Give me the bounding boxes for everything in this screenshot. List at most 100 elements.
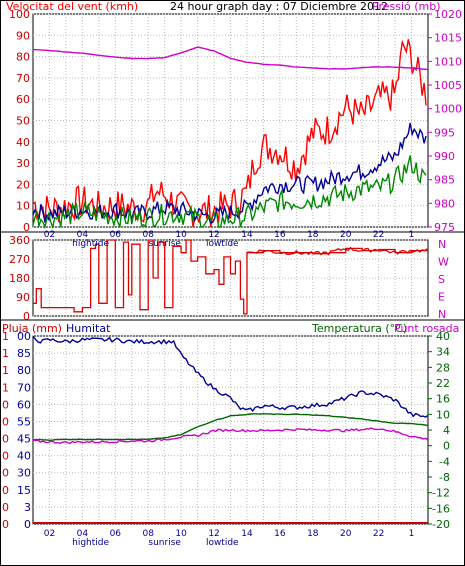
x-tick-label: 08 bbox=[142, 230, 154, 240]
temperature-axis-title: Temperatura (°C) bbox=[311, 322, 407, 335]
compass-label-N: N bbox=[438, 308, 446, 321]
wind-tick-label: 10 bbox=[16, 200, 30, 213]
wind-tick-label: 30 bbox=[16, 157, 30, 170]
x-tick-label: 16 bbox=[274, 529, 286, 539]
panel-2-frame bbox=[32, 239, 429, 317]
x-annotation-sunrise: sunrise bbox=[148, 239, 181, 249]
humidity-tick-label: 60 bbox=[17, 398, 31, 411]
humidity-tick-label: 0 bbox=[24, 518, 31, 531]
series-pressure-line bbox=[32, 46, 429, 71]
temperature-tick-label: -20 bbox=[432, 518, 450, 531]
x-tick-label: 18 bbox=[307, 230, 319, 240]
humidity-axis-title: Humitat bbox=[66, 322, 111, 335]
rain-tick-label: 0 bbox=[2, 415, 9, 428]
rain-tick-label: 1 bbox=[2, 330, 9, 343]
x-tick-label: 1 bbox=[409, 230, 415, 240]
chart-gridlines bbox=[33, 13, 432, 525]
x-annotation-lowtide: lowtide bbox=[206, 239, 239, 249]
pressure-tick-label: 1000 bbox=[434, 103, 462, 116]
series-wind-direction-detail bbox=[247, 246, 428, 256]
temperature-tick-label: 16 bbox=[436, 393, 450, 406]
humidity-tick-label: 30 bbox=[17, 467, 31, 480]
pressure-tick-label: 1005 bbox=[434, 79, 462, 92]
humidity-tick-label: 70 bbox=[17, 381, 31, 394]
humidity-tick-label: 85 bbox=[17, 347, 31, 360]
x-tick-label: 02 bbox=[44, 529, 55, 539]
rain-axis-title: Pluja (mm) bbox=[2, 322, 62, 335]
temperature-tick-label: -12 bbox=[432, 487, 450, 500]
x-annotation-hightide: hightide bbox=[72, 538, 109, 548]
x-tick-label: 12 bbox=[208, 230, 219, 240]
rain-tick-label: 0 bbox=[2, 398, 9, 411]
series-avg-wind-line bbox=[32, 155, 427, 230]
direction-tick-label: 270 bbox=[9, 253, 30, 266]
x-annotation-hightide: hightide bbox=[72, 239, 109, 249]
series-wind-line bbox=[32, 122, 427, 224]
dewpoint-axis-title: Punt rosada bbox=[394, 322, 459, 335]
rain-tick-label: 0 bbox=[2, 484, 9, 497]
x-tick-label: 1 bbox=[409, 529, 415, 539]
temperature-tick-label: 34 bbox=[436, 346, 450, 359]
compass-label-S: S bbox=[438, 273, 445, 286]
rain-tick-label: 0 bbox=[2, 433, 9, 446]
direction-tick-label: 360 bbox=[9, 234, 30, 247]
rain-tick-label: 1 bbox=[2, 381, 9, 394]
direction-tick-label: 90 bbox=[16, 291, 30, 304]
temperature-tick-label: -4 bbox=[439, 455, 450, 468]
x-tick-label: 04 bbox=[77, 230, 89, 240]
pressure-tick-label: 1010 bbox=[434, 55, 462, 68]
temperature-tick-label: 40 bbox=[436, 330, 450, 343]
wind-speed-axis-title: Velocitat del vent (kmh) bbox=[6, 0, 138, 13]
direction-tick-label: 180 bbox=[9, 272, 30, 285]
compass-label-N: N bbox=[438, 238, 446, 251]
rain-tick-label: 0 bbox=[2, 467, 9, 480]
humidity-tick-label: 3 bbox=[24, 501, 31, 514]
rain-tick-label: 0 bbox=[2, 450, 9, 463]
chart-title: 24 hour graph day : 07 Diciembre 2012 bbox=[170, 0, 388, 13]
direction-tick-label: 0 bbox=[23, 310, 30, 323]
x-tick-label: 08 bbox=[142, 529, 154, 539]
x-tick-label: 20 bbox=[340, 230, 352, 240]
pressure-tick-label: 1015 bbox=[434, 32, 462, 45]
humidity-tick-label: 45 bbox=[17, 433, 31, 446]
rain-tick-label: 0 bbox=[2, 501, 9, 514]
temperature-tick-label: 28 bbox=[436, 361, 450, 374]
pressure-tick-label: 995 bbox=[434, 126, 455, 139]
pressure-tick-label: 990 bbox=[434, 150, 455, 163]
compass-label-E: E bbox=[438, 291, 445, 304]
x-tick-label: 16 bbox=[274, 230, 286, 240]
rain-tick-label: 1 bbox=[2, 364, 9, 377]
temperature-tick-label: 10 bbox=[436, 408, 450, 421]
panel-1-frame bbox=[32, 13, 429, 228]
wind-tick-label: 0 bbox=[23, 221, 30, 234]
wind-tick-label: 20 bbox=[16, 178, 30, 191]
x-annotation-lowtide: lowtide bbox=[206, 538, 239, 548]
x-tick-label: 14 bbox=[241, 230, 253, 240]
wind-tick-label: 80 bbox=[16, 51, 30, 64]
humidity-tick-label: 00 bbox=[17, 330, 31, 343]
pressure-axis-title: Pressió (mb) bbox=[372, 0, 441, 13]
series-temperature-line bbox=[32, 412, 429, 442]
pressure-tick-label: 1020 bbox=[434, 8, 462, 21]
x-tick-label: 10 bbox=[175, 529, 187, 539]
rain-tick-label: 1 bbox=[2, 347, 9, 360]
x-annotation-sunrise: sunrise bbox=[148, 538, 181, 548]
x-tick-label: 06 bbox=[110, 529, 122, 539]
x-tick-label: 10 bbox=[175, 230, 187, 240]
humidity-tick-label: 15 bbox=[17, 484, 31, 497]
x-tick-label: 20 bbox=[340, 529, 352, 539]
wind-tick-label: 90 bbox=[16, 29, 30, 42]
wind-tick-label: 40 bbox=[16, 136, 30, 149]
temperature-tick-label: -8 bbox=[439, 471, 450, 484]
temperature-tick-label: 4 bbox=[443, 424, 450, 437]
series-dewpoint-line bbox=[32, 427, 429, 445]
x-tick-label: 18 bbox=[307, 529, 319, 539]
humidity-tick-label: 80 bbox=[17, 364, 31, 377]
wind-tick-label: 70 bbox=[16, 72, 30, 85]
x-tick-label: 04 bbox=[77, 529, 89, 539]
x-tick-label: 22 bbox=[373, 529, 384, 539]
series-humidity-line bbox=[32, 335, 429, 418]
x-tick-label: 14 bbox=[241, 529, 253, 539]
temperature-tick-label: -16 bbox=[432, 502, 450, 515]
